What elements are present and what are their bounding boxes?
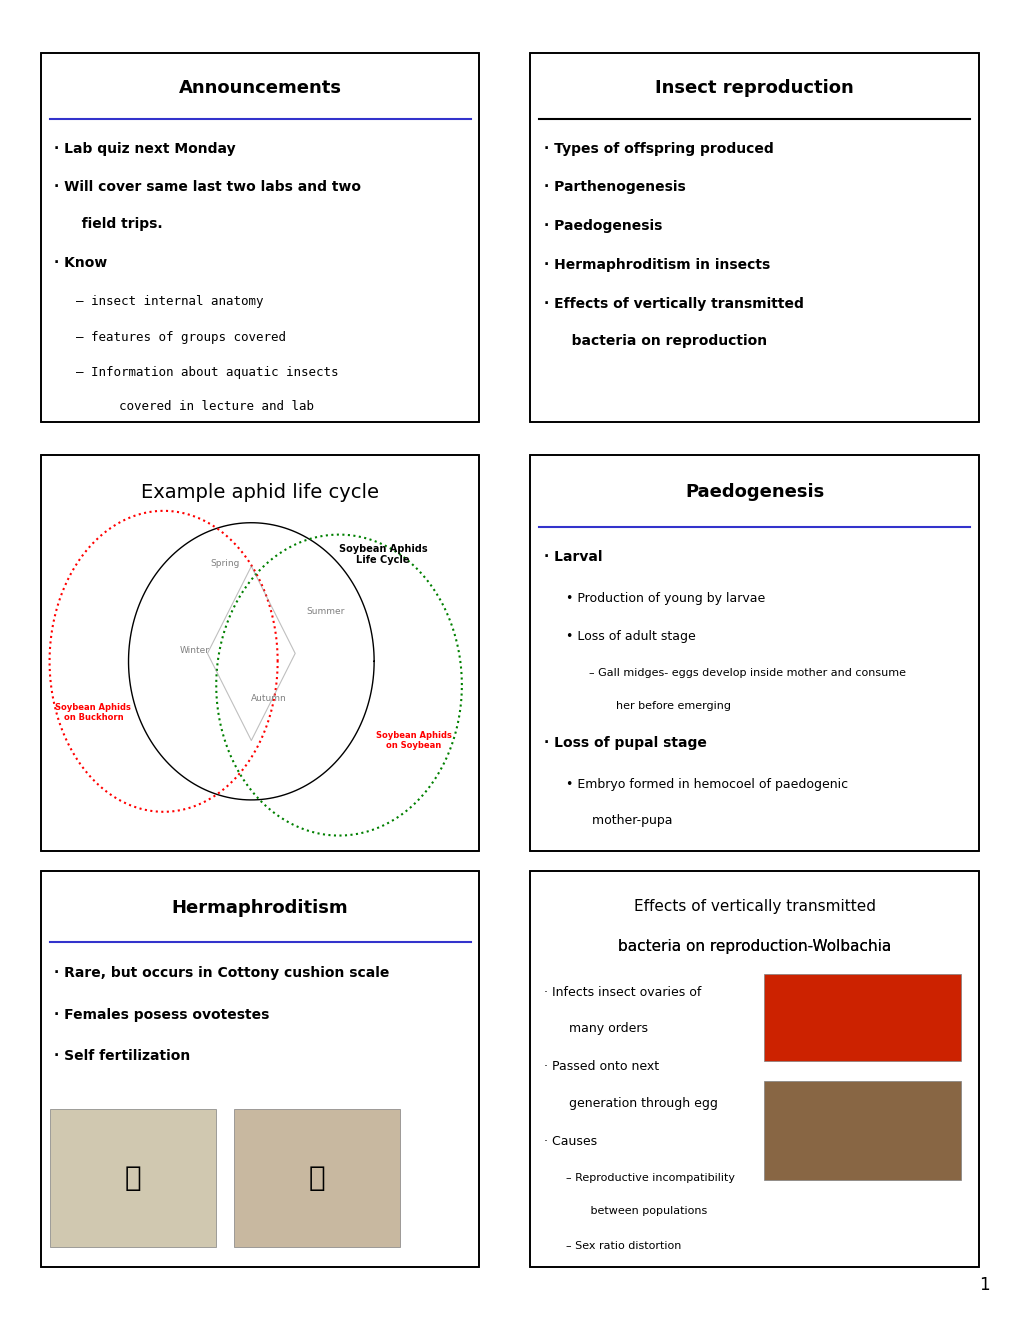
Text: • Production of young by larvae: • Production of young by larvae bbox=[566, 591, 765, 605]
Text: Autumn: Autumn bbox=[251, 694, 286, 704]
Text: generation through egg: generation through egg bbox=[556, 1097, 717, 1110]
Text: – Sex ratio distortion: – Sex ratio distortion bbox=[566, 1241, 681, 1251]
Text: Spring: Spring bbox=[210, 560, 239, 569]
Text: · Self fertilization: · Self fertilization bbox=[54, 1049, 190, 1064]
Text: covered in lecture and lab: covered in lecture and lab bbox=[89, 400, 314, 413]
Text: · Parthenogenesis: · Parthenogenesis bbox=[543, 181, 685, 194]
Text: mother-pupa: mother-pupa bbox=[579, 814, 672, 826]
Text: Summer: Summer bbox=[307, 607, 344, 616]
FancyBboxPatch shape bbox=[41, 53, 479, 422]
Text: • Embryo formed in hemocoel of paedogenic: • Embryo formed in hemocoel of paedogeni… bbox=[566, 777, 848, 791]
Text: Hermaphroditism: Hermaphroditism bbox=[171, 899, 348, 917]
Text: · Paedogenesis: · Paedogenesis bbox=[543, 219, 661, 234]
Text: 📷: 📷 bbox=[124, 1164, 141, 1192]
Text: Soybean Aphids
Life Cycle: Soybean Aphids Life Cycle bbox=[338, 544, 427, 565]
Text: bacteria on reproduction-Wolbachia: bacteria on reproduction-Wolbachia bbox=[618, 939, 891, 953]
Text: bacteria on reproduction-Wolbachia: bacteria on reproduction-Wolbachia bbox=[618, 939, 891, 953]
Text: – Information about aquatic insects: – Information about aquatic insects bbox=[75, 366, 338, 379]
FancyBboxPatch shape bbox=[530, 871, 978, 1267]
Text: · Know: · Know bbox=[54, 256, 107, 271]
Text: · Infects insect ovaries of: · Infects insect ovaries of bbox=[543, 986, 700, 999]
Text: Soybean Aphids
on Buckhorn: Soybean Aphids on Buckhorn bbox=[55, 704, 131, 722]
Text: • Meiosis disturbed and females: • Meiosis disturbed and females bbox=[588, 1275, 757, 1286]
Text: Announcements: Announcements bbox=[178, 79, 341, 96]
Text: 📷: 📷 bbox=[309, 1164, 325, 1192]
FancyBboxPatch shape bbox=[530, 53, 978, 422]
Text: · Lab quiz next Monday: · Lab quiz next Monday bbox=[54, 141, 235, 156]
Text: – Gall midges- eggs develop inside mother and consume: – Gall midges- eggs develop inside mothe… bbox=[588, 668, 905, 678]
Text: · Loss of pupal stage: · Loss of pupal stage bbox=[543, 737, 706, 750]
Text: Soybean Aphids
on Soybean: Soybean Aphids on Soybean bbox=[375, 731, 451, 750]
Text: Example aphid life cycle: Example aphid life cycle bbox=[141, 483, 379, 502]
FancyBboxPatch shape bbox=[763, 974, 960, 1061]
Text: Effects of vertically transmitted: Effects of vertically transmitted bbox=[633, 899, 875, 913]
Text: bacteria on reproduction: bacteria on reproduction bbox=[556, 334, 766, 347]
Text: · Will cover same last two labs and two: · Will cover same last two labs and two bbox=[54, 181, 361, 194]
Text: formed: formed bbox=[601, 1307, 649, 1317]
Text: – features of groups covered: – features of groups covered bbox=[75, 330, 285, 343]
Text: Insect reproduction: Insect reproduction bbox=[655, 79, 853, 96]
Text: · Causes: · Causes bbox=[543, 1135, 596, 1148]
FancyBboxPatch shape bbox=[233, 1109, 400, 1247]
Text: – Reproductive incompatibility: – Reproductive incompatibility bbox=[566, 1173, 735, 1183]
Text: · Females posess ovotestes: · Females posess ovotestes bbox=[54, 1008, 269, 1022]
Text: her before emerging: her before emerging bbox=[601, 701, 731, 711]
Text: • Loss of adult stage: • Loss of adult stage bbox=[566, 630, 695, 643]
FancyBboxPatch shape bbox=[530, 455, 978, 851]
Text: many orders: many orders bbox=[556, 1022, 648, 1035]
Text: · Passed onto next: · Passed onto next bbox=[543, 1060, 658, 1073]
Text: are adverse to larvae: are adverse to larvae bbox=[556, 892, 740, 906]
Text: · Types of offspring produced: · Types of offspring produced bbox=[543, 141, 772, 156]
Text: · Rare, but occurs in Cottony cushion scale: · Rare, but occurs in Cottony cushion sc… bbox=[54, 966, 389, 981]
Text: · Larval: · Larval bbox=[543, 550, 602, 565]
Text: · Adults emerge only when conditions: · Adults emerge only when conditions bbox=[543, 853, 839, 866]
Text: 1: 1 bbox=[978, 1275, 988, 1294]
Text: Winter: Winter bbox=[179, 647, 209, 656]
Text: – insect internal anatomy: – insect internal anatomy bbox=[75, 294, 263, 308]
FancyBboxPatch shape bbox=[50, 1109, 216, 1247]
FancyBboxPatch shape bbox=[41, 871, 479, 1267]
Text: · Effects of vertically transmitted: · Effects of vertically transmitted bbox=[543, 297, 803, 310]
Text: field trips.: field trips. bbox=[67, 218, 163, 231]
Text: between populations: between populations bbox=[579, 1206, 706, 1216]
FancyBboxPatch shape bbox=[41, 455, 479, 851]
Text: Paedogenesis: Paedogenesis bbox=[685, 483, 823, 502]
Text: · Hermaphroditism in insects: · Hermaphroditism in insects bbox=[543, 257, 769, 272]
FancyBboxPatch shape bbox=[763, 1081, 960, 1180]
